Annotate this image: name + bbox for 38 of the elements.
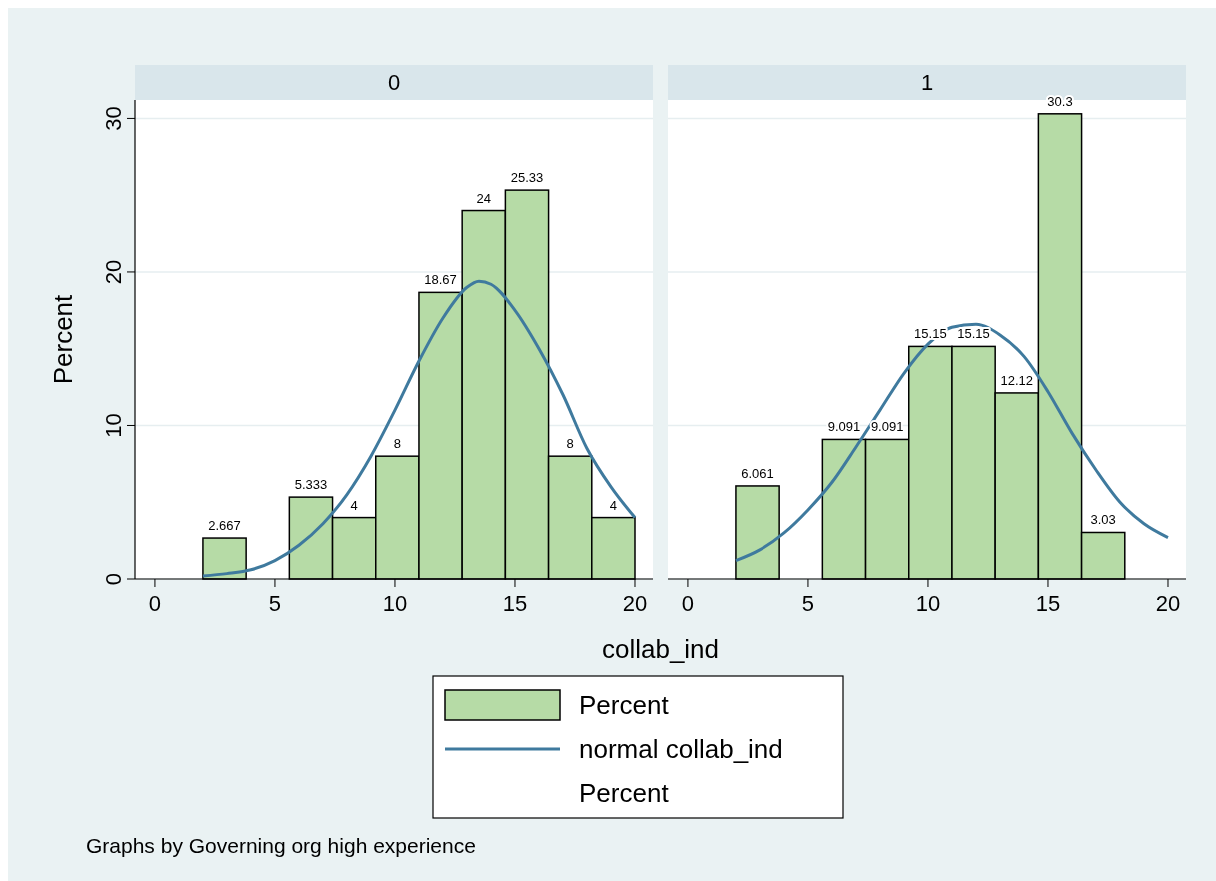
data-label: 15.15 bbox=[957, 326, 990, 342]
data-label: 8 bbox=[393, 436, 401, 452]
data-label: 12.12 bbox=[1000, 372, 1034, 388]
data-label: 30.3 bbox=[1047, 93, 1073, 109]
data-label: 3.03 bbox=[1090, 512, 1116, 528]
y-tick-label: 20 bbox=[101, 259, 126, 285]
data-label: 25.33 bbox=[510, 170, 544, 186]
chart-title: 0 bbox=[387, 70, 401, 95]
data-label: 8 bbox=[566, 436, 574, 452]
x-tick-label: 20 bbox=[622, 591, 648, 616]
x-tick-label: 10 bbox=[915, 591, 941, 616]
x-tick-label: 0 bbox=[148, 591, 162, 616]
y-tick-label: 10 bbox=[101, 413, 126, 438]
x-tick-label: 5 bbox=[801, 591, 815, 616]
chart-title: 1 bbox=[920, 70, 934, 95]
data-label: 9.091 bbox=[827, 419, 861, 435]
x-tick-label: 5 bbox=[268, 591, 282, 616]
data-label: 18.67 bbox=[424, 272, 457, 288]
x-tick-label: 0 bbox=[681, 591, 695, 616]
data-label: 2.667 bbox=[208, 518, 241, 534]
text: Graphs by Governing org high experience bbox=[86, 834, 476, 857]
legend-label: Percent bbox=[579, 690, 670, 720]
data-label: 5.333 bbox=[294, 477, 328, 493]
x-tick-label: 15 bbox=[1035, 591, 1061, 616]
data-label: 6.061 bbox=[741, 465, 774, 481]
x-tick-label: 15 bbox=[502, 591, 528, 616]
y-axis-title: Percent bbox=[48, 293, 78, 385]
data-label: 4 bbox=[350, 497, 358, 513]
text: Percent bbox=[579, 778, 670, 808]
y-tick-label: 0 bbox=[101, 572, 126, 586]
legend-label: normal collab_ind bbox=[579, 734, 783, 764]
data-label: 4 bbox=[609, 497, 618, 513]
x-tick-label: 10 bbox=[382, 591, 408, 616]
x-axis-title: collab_ind bbox=[601, 634, 720, 664]
data-label: 24 bbox=[476, 190, 492, 206]
x-tick-label: 20 bbox=[1155, 591, 1181, 616]
y-tick-label: 30 bbox=[101, 106, 126, 131]
data-label: 9.091 bbox=[870, 419, 904, 435]
